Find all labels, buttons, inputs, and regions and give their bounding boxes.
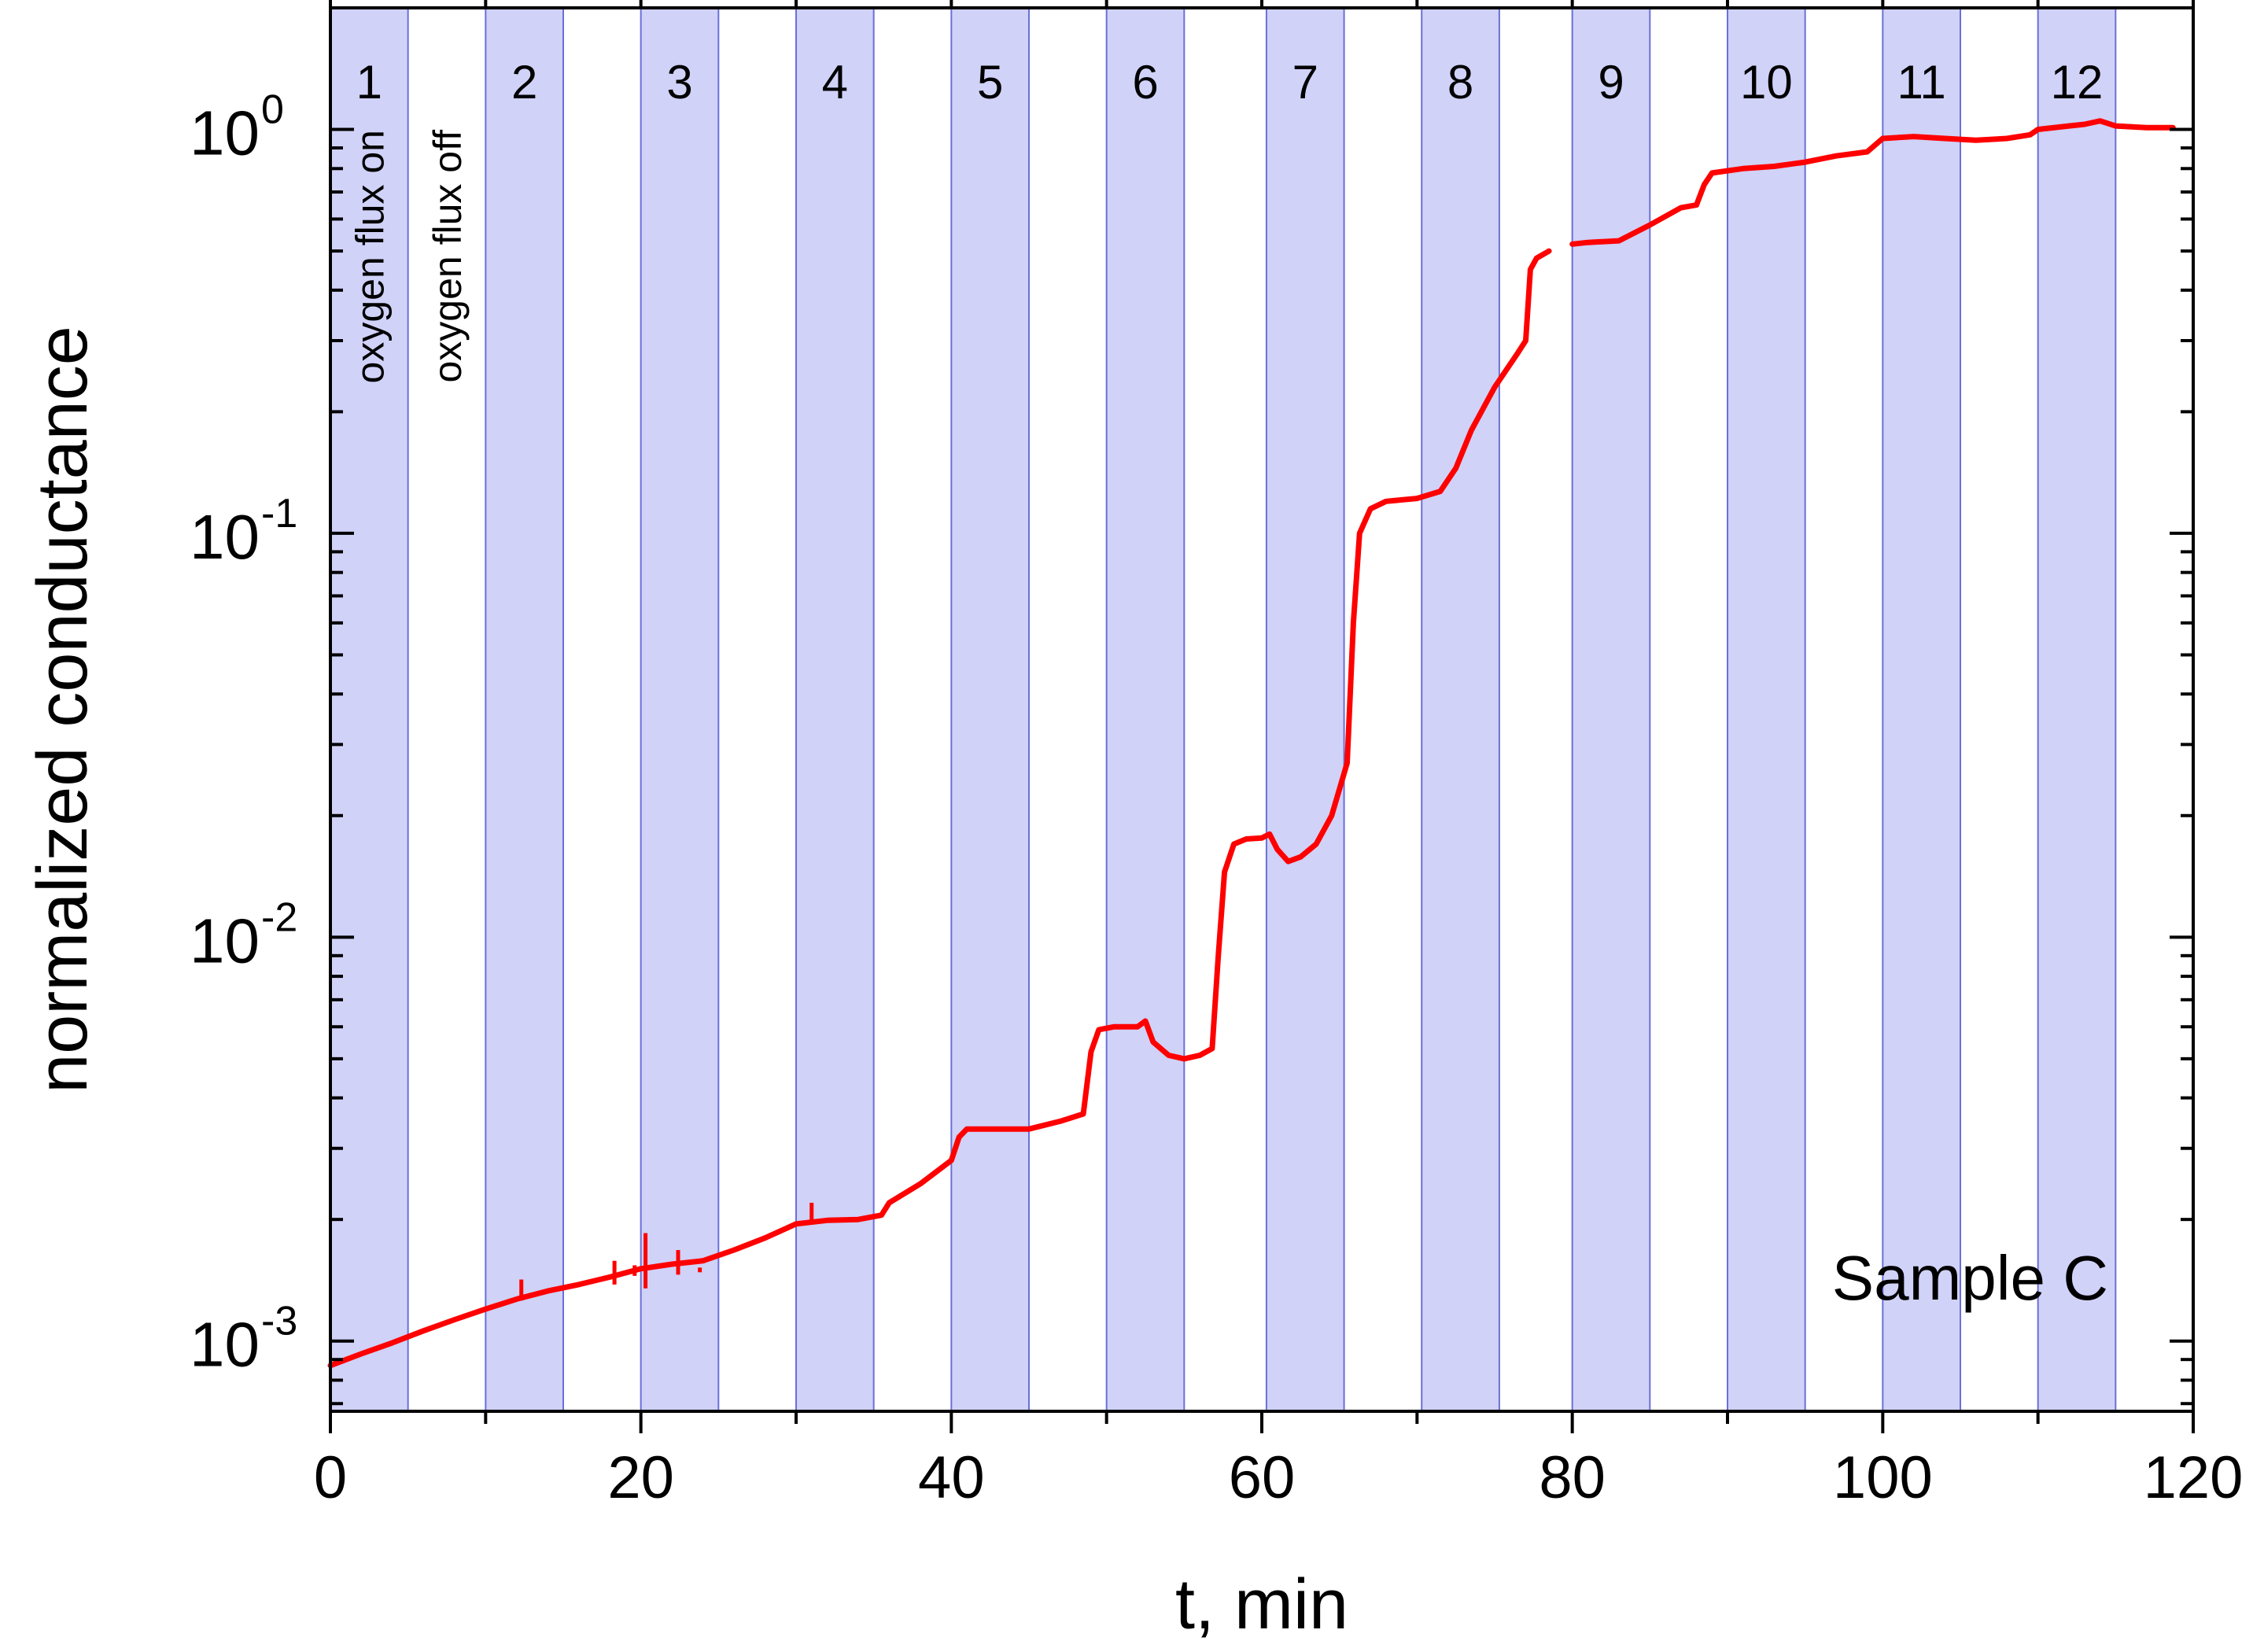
y-tick-label--3: 10 -3: [190, 1299, 297, 1380]
y-tick-label-base: 10: [190, 502, 260, 572]
interval-label-4: 4: [822, 56, 848, 109]
shaded-band-10: [1728, 8, 1805, 1411]
interval-label-7: 7: [1292, 56, 1318, 109]
interval-label-8: 8: [1447, 56, 1473, 109]
shaded-band-5: [951, 8, 1029, 1411]
shaded-band-3: [640, 8, 719, 1411]
x-axis-label: t, min: [1175, 1565, 1348, 1644]
interval-label-12: 12: [2051, 56, 2104, 109]
shaded-intervals: [330, 8, 2117, 1411]
series-line-segment-1: [327, 248, 1552, 1369]
axis-ticks: [329, 0, 2195, 1433]
interval-label-6: 6: [1132, 56, 1158, 109]
x-tick-label-60: 60: [1229, 1444, 1296, 1511]
phase-label-oxygen-off: oxygen flux off: [426, 130, 470, 383]
y-tick-label-exponent: -1: [261, 491, 297, 537]
shaded-band-1: [330, 8, 408, 1411]
interval-labels: 1 2 3 4 5 6 7 8 9 10 11 12: [356, 56, 2104, 109]
x-tick-label-80: 80: [1539, 1444, 1606, 1511]
y-tick-label-exponent: -3: [261, 1299, 297, 1344]
y-tick-label--2: 10 -2: [190, 894, 297, 975]
sample-annotation: Sample C: [1832, 1243, 2108, 1313]
interval-label-9: 9: [1598, 56, 1624, 109]
shaded-band-2: [485, 8, 563, 1411]
shaded-band-8: [1421, 8, 1499, 1411]
y-tick-label-base: 10: [190, 905, 260, 975]
y-tick-label-base: 10: [190, 98, 260, 168]
x-tick-label-100: 100: [1833, 1444, 1933, 1511]
x-tick-label-0: 0: [314, 1444, 347, 1511]
series-line-segment-2: [1569, 118, 2176, 247]
x-tick-label-20: 20: [607, 1444, 674, 1511]
interval-label-10: 10: [1740, 56, 1793, 109]
interval-label-5: 5: [977, 56, 1003, 109]
y-tick-label--1: 10 -1: [190, 491, 297, 572]
shaded-band-11: [1882, 8, 1960, 1411]
y-axis-label: normalized conductance: [24, 326, 102, 1093]
interval-label-2: 2: [511, 56, 537, 109]
shaded-band-4: [796, 8, 874, 1411]
shaded-band-9: [1572, 8, 1650, 1411]
phase-label-oxygen-on: oxygen flux on: [348, 130, 392, 383]
interval-label-3: 3: [666, 56, 692, 109]
y-tick-label-0: 10 0: [190, 87, 284, 168]
y-tick-label-exponent: 0: [261, 87, 284, 133]
interval-label-11: 11: [1897, 56, 1946, 109]
shaded-band-6: [1106, 8, 1185, 1411]
y-tick-label-base: 10: [190, 1310, 260, 1380]
x-tick-label-120: 120: [2144, 1444, 2244, 1511]
y-tick-label-exponent: -2: [261, 894, 297, 940]
data-series: [327, 118, 2176, 1369]
shaded-band-12: [2037, 8, 2116, 1411]
interval-label-1: 1: [356, 56, 382, 109]
shaded-band-7: [1266, 8, 1344, 1411]
x-tick-label-40: 40: [918, 1444, 985, 1511]
